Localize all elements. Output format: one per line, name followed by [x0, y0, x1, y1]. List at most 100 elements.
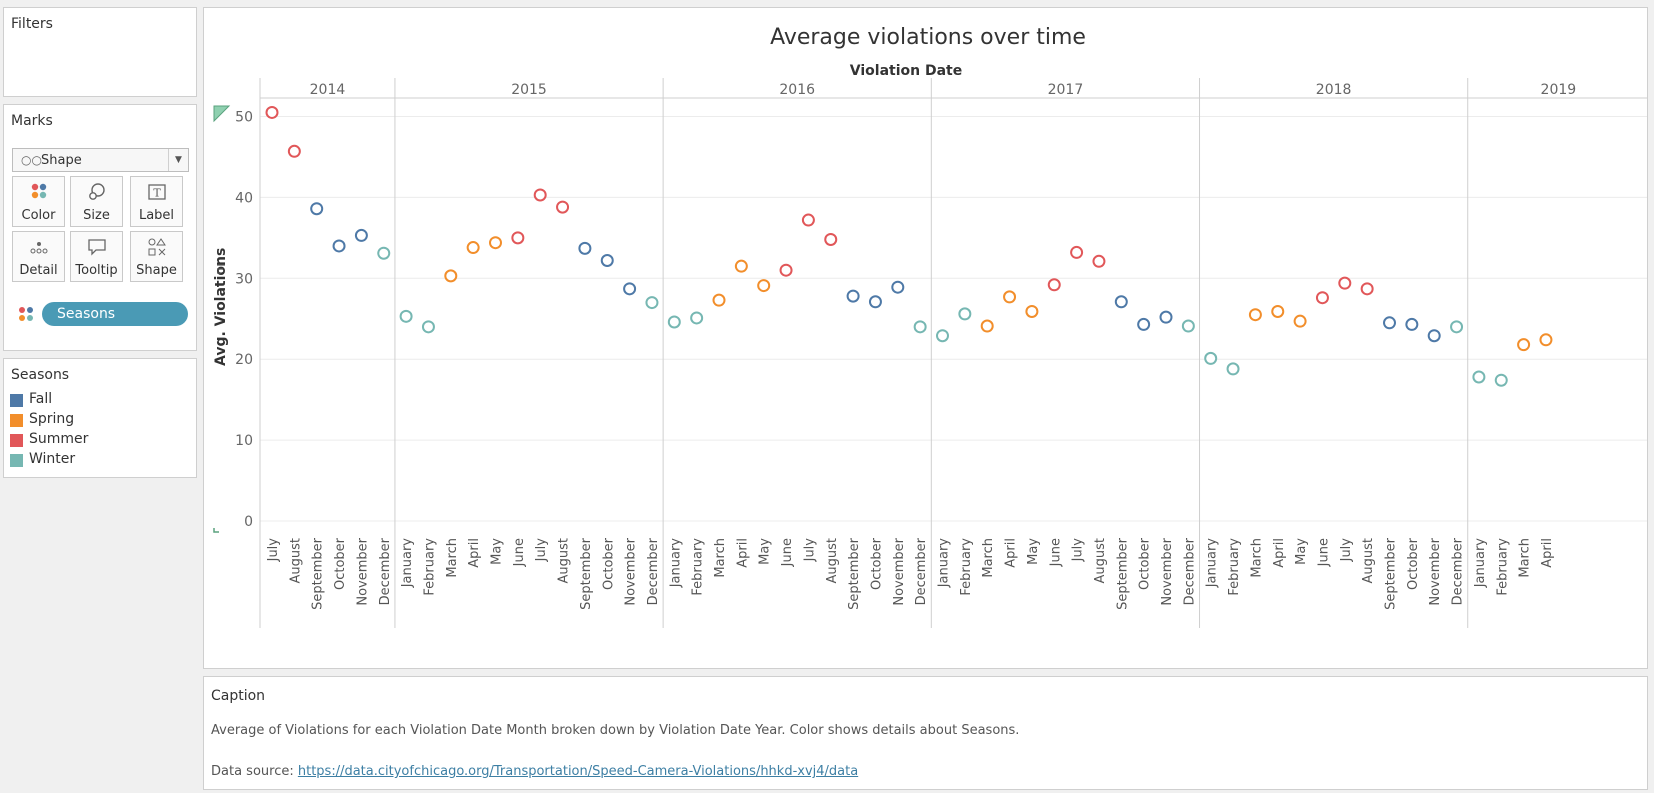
legend-label: Summer	[29, 431, 89, 447]
data-point[interactable]	[712, 293, 726, 307]
data-points[interactable]	[265, 105, 1553, 387]
data-point[interactable]	[377, 246, 391, 260]
data-point[interactable]	[578, 241, 592, 255]
data-point[interactable]	[533, 188, 547, 202]
data-point[interactable]	[667, 315, 681, 329]
data-point[interactable]	[399, 309, 413, 323]
data-point[interactable]	[1405, 317, 1419, 331]
filters-shelf[interactable]: Filters	[3, 7, 197, 97]
data-point[interactable]	[779, 263, 793, 277]
data-point[interactable]	[1271, 304, 1285, 318]
data-point[interactable]	[1070, 245, 1084, 259]
month-label: December	[378, 537, 393, 605]
data-point[interactable]	[556, 200, 570, 214]
data-point[interactable]	[1315, 291, 1329, 305]
data-point[interactable]	[1539, 333, 1553, 347]
data-point[interactable]	[623, 282, 637, 296]
data-point[interactable]	[734, 259, 748, 273]
legend-label: Winter	[29, 451, 76, 467]
month-label: March	[445, 538, 460, 578]
month-label: January	[400, 538, 415, 589]
month-label: October	[869, 537, 884, 590]
data-point[interactable]	[1092, 254, 1106, 268]
data-point[interactable]	[1494, 373, 1508, 387]
data-point[interactable]	[846, 289, 860, 303]
data-point[interactable]	[421, 320, 435, 334]
year-header: 2018	[1316, 82, 1352, 98]
data-point[interactable]	[824, 232, 838, 246]
data-point[interactable]	[444, 269, 458, 283]
month-label: February	[691, 538, 706, 596]
scatter-chart[interactable]: Average violations over time Violation D…	[204, 8, 1647, 668]
year-header: 2016	[779, 82, 815, 98]
data-point[interactable]	[1204, 351, 1218, 365]
label-button[interactable]: T Label	[130, 176, 183, 227]
data-point[interactable]	[466, 241, 480, 255]
data-source-link[interactable]: https://data.cityofchicago.org/Transport…	[297, 764, 859, 779]
data-point[interactable]	[801, 213, 815, 227]
month-label: January	[668, 538, 683, 589]
month-label: August	[1093, 538, 1108, 584]
detail-icon	[13, 237, 64, 261]
month-label: April	[1272, 538, 1287, 568]
chevron-down-icon: ▼	[168, 149, 188, 171]
data-point[interactable]	[1047, 278, 1061, 292]
shape-button[interactable]: Shape	[130, 231, 183, 282]
data-point[interactable]	[1360, 282, 1374, 296]
data-point[interactable]	[958, 307, 972, 321]
data-point[interactable]	[1248, 308, 1262, 322]
data-point[interactable]	[600, 254, 614, 268]
data-point[interactable]	[332, 239, 346, 253]
data-point[interactable]	[1517, 338, 1531, 352]
data-point[interactable]	[1003, 290, 1017, 304]
data-point[interactable]	[980, 319, 994, 333]
month-label: August	[825, 538, 840, 584]
month-label: August	[288, 538, 303, 584]
month-label: January	[1473, 538, 1488, 589]
data-point[interactable]	[1338, 276, 1352, 290]
y-tick-label: 40	[235, 190, 253, 206]
month-label: December	[646, 537, 661, 605]
year-header: 2019	[1541, 82, 1577, 98]
detail-button[interactable]: Detail	[12, 231, 65, 282]
y-tick-label: 30	[235, 271, 253, 287]
month-label: October	[1406, 537, 1421, 590]
data-point[interactable]	[645, 296, 659, 310]
data-point[interactable]	[1114, 295, 1128, 309]
data-point[interactable]	[511, 231, 525, 245]
color-button[interactable]: Color	[12, 176, 65, 227]
data-point[interactable]	[1427, 329, 1441, 343]
chart-view[interactable]: Average violations over time Violation D…	[203, 7, 1648, 669]
month-label: October	[601, 537, 616, 590]
mark-type-dropdown[interactable]: ○○ Shape ▼	[12, 148, 189, 172]
data-point[interactable]	[936, 329, 949, 343]
data-point[interactable]	[1450, 320, 1464, 334]
legend-label: Spring	[29, 411, 75, 427]
selection-corner-top	[213, 105, 231, 123]
data-point[interactable]	[1226, 362, 1240, 376]
month-label: March	[1249, 538, 1264, 578]
month-label: April	[467, 538, 482, 568]
data-point[interactable]	[1025, 304, 1039, 318]
month-label: July	[1339, 538, 1354, 563]
data-point[interactable]	[1181, 319, 1195, 333]
data-point[interactable]	[690, 311, 704, 325]
tooltip-button[interactable]: Tooltip	[70, 231, 123, 282]
seasons-pill[interactable]: Seasons	[42, 302, 188, 326]
data-point[interactable]	[1293, 314, 1307, 328]
data-point[interactable]	[1472, 370, 1486, 384]
data-point[interactable]	[891, 280, 905, 294]
data-point[interactable]	[310, 202, 324, 216]
size-button[interactable]: Size	[70, 176, 123, 227]
data-point[interactable]	[913, 320, 927, 334]
data-point[interactable]	[265, 105, 279, 119]
data-point[interactable]	[287, 144, 301, 158]
data-point[interactable]	[757, 279, 771, 293]
data-point[interactable]	[489, 236, 502, 250]
data-point[interactable]	[354, 228, 368, 242]
sort-icon[interactable]	[217, 264, 225, 274]
data-point[interactable]	[1137, 317, 1151, 331]
data-point[interactable]	[868, 295, 882, 309]
data-point[interactable]	[1159, 310, 1173, 324]
data-point[interactable]	[1383, 316, 1396, 330]
